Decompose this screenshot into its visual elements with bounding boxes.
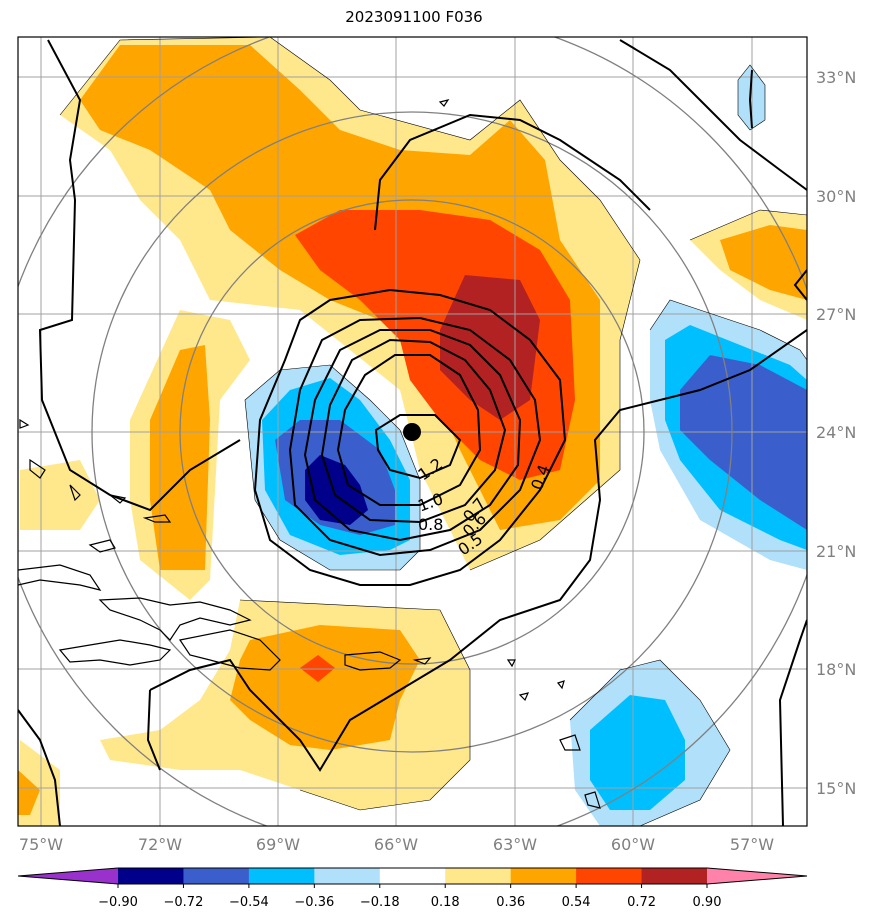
graticule [18,37,807,826]
lat-label: 21°N [816,542,856,561]
lon-label: 66°W [374,835,418,854]
colorbar-tick-label: −0.18 [360,895,400,910]
colorbar-tick-label: −0.90 [98,895,138,910]
colorbar-tick-label: 0.72 [627,895,656,910]
colorbar-segment [641,868,708,884]
lat-label: 30°N [816,187,856,206]
colorbar-tick-label: −0.36 [294,895,334,910]
lon-label: 69°W [256,835,300,854]
colorbar-segment [510,868,577,884]
coastlines [18,99,601,809]
colorbar-segment [379,868,446,884]
range-rings [18,37,807,826]
colorbar-extend-max [707,868,807,884]
colorbar: −0.90 −0.72 −0.54 −0.36 −0.18 0.18 0.36 0.54 0.7… [17,867,808,910]
map-title: 2023091100 F036 [345,8,483,26]
lon-label: 75°W [19,835,63,854]
colorbar-tick-label: 0.54 [562,895,591,910]
colorbar-segment [118,868,184,884]
lat-label: 24°N [816,423,856,442]
map-frame [17,36,808,827]
contour-labels: 1.2 1.0 0.8 0.7 0.6 0.5 0.4 [414,454,553,559]
latitude-labels: 33°N 30°N 27°N 24°N 21°N 18°N 15°N [816,68,856,798]
lat-label: 33°N [816,68,856,87]
colorbar-tick-label: −0.54 [229,895,269,910]
colorbar-extend-min [18,868,118,884]
map-field: 1.2 1.0 0.8 0.7 0.6 0.5 0.4 [18,37,807,826]
lon-label: 63°W [493,835,537,854]
colorbar-tick-label: 0.36 [496,895,525,910]
colorbar-tick-label: 0.90 [693,895,722,910]
storm-center-marker [403,423,421,441]
lat-label: 27°N [816,305,856,324]
colorbar-segment [183,868,250,884]
storm-contours [18,39,807,826]
colorbar-tick-label: −0.72 [164,895,204,910]
colorbar-segment [445,868,512,884]
lon-label: 72°W [138,835,182,854]
lon-label: 57°W [730,835,774,854]
contour-label-0-8: 0.8 [418,515,443,534]
lat-label: 18°N [816,660,856,679]
longitude-labels: 75°W 72°W 69°W 66°W 63°W 60°W 57°W [19,835,774,854]
colorbar-segment [314,868,381,884]
lon-label: 60°W [611,835,655,854]
colorbar-tick-label: 0.18 [431,895,460,910]
lat-label: 15°N [816,779,856,798]
colorbar-segment [248,868,315,884]
colorbar-segment [576,868,643,884]
